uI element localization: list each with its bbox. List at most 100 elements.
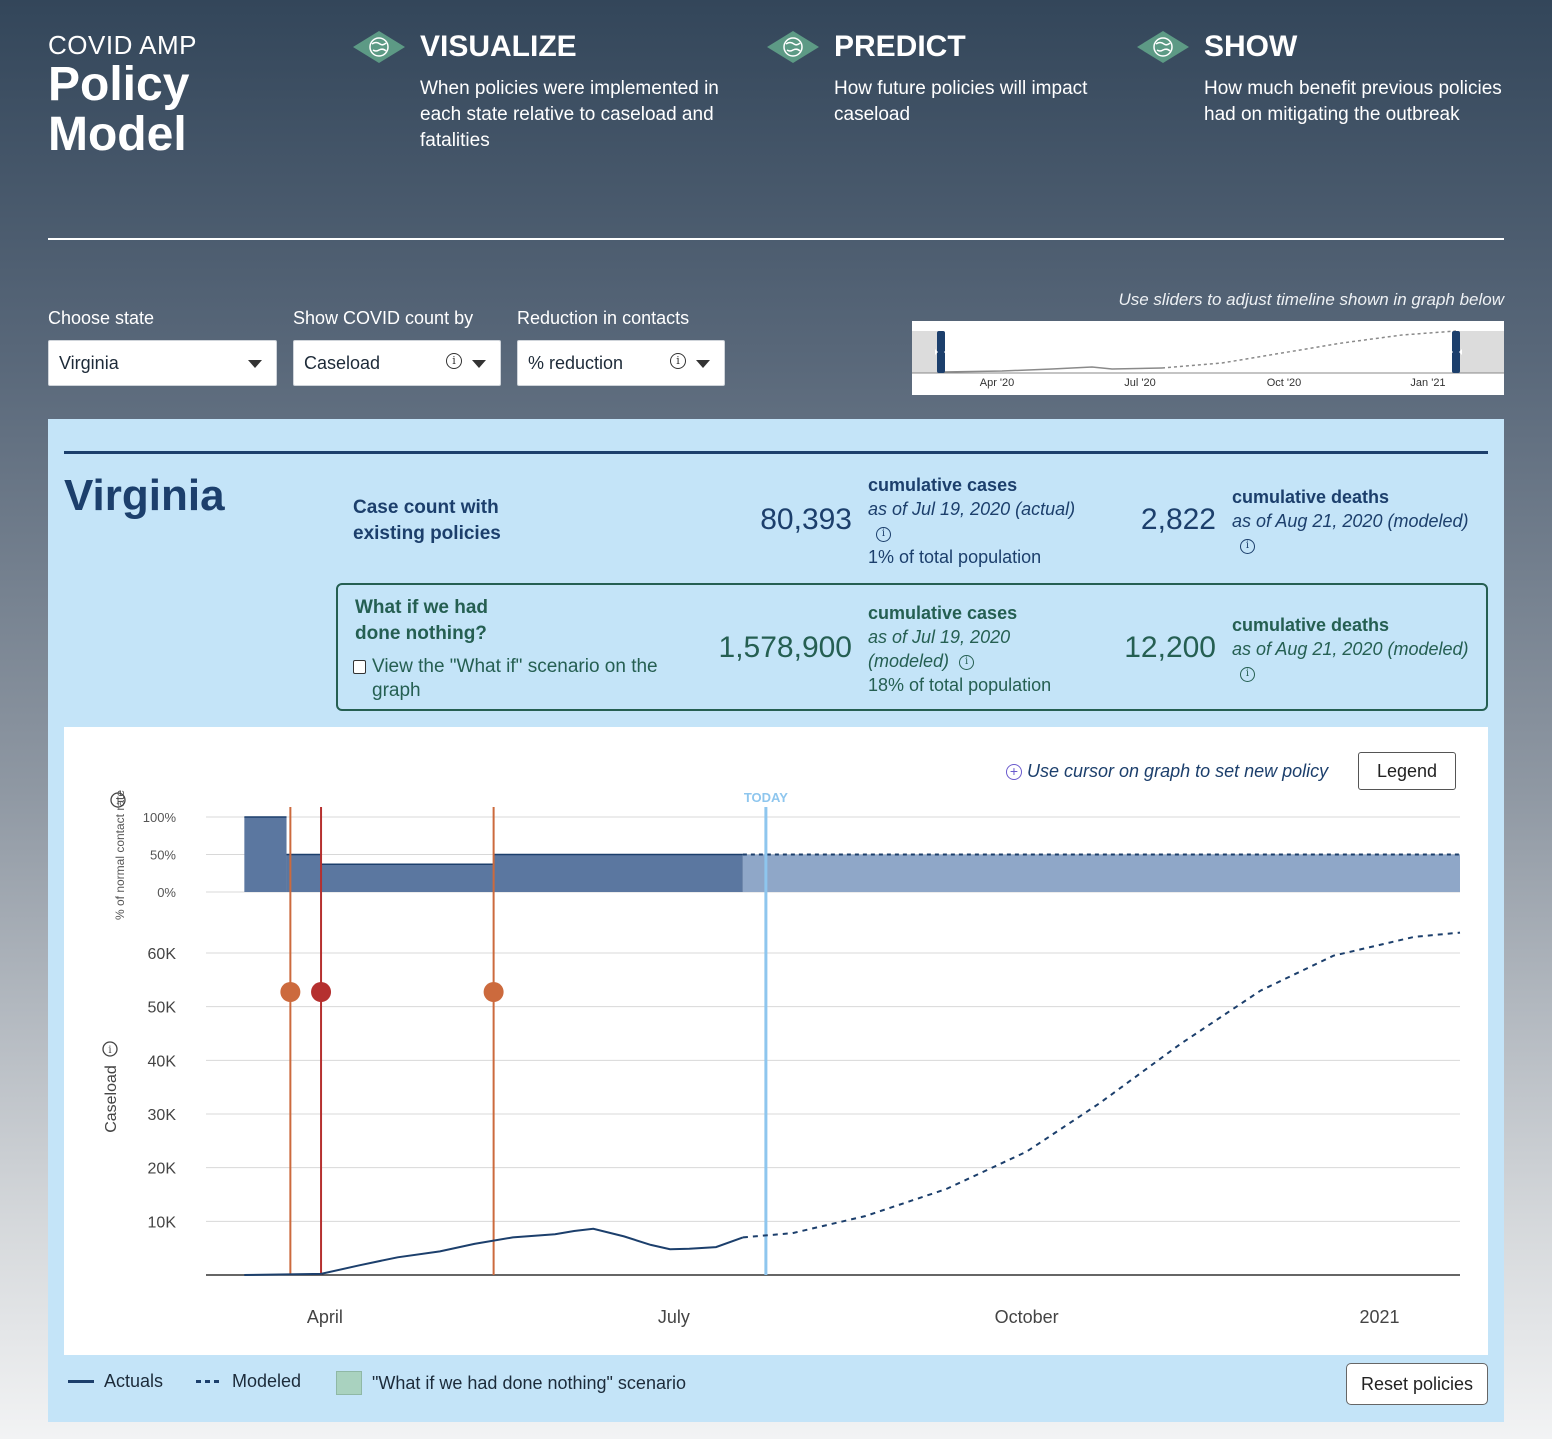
count-by-label: Show COVID count by: [293, 308, 474, 328]
reduction-select[interactable]: % reduction i: [517, 340, 725, 386]
timeline-hint: Use sliders to adjust timeline shown in …: [1118, 290, 1504, 309]
globe-icon: [767, 31, 819, 63]
mini-tick: Apr '20: [980, 377, 1015, 389]
info-icon[interactable]: i: [959, 654, 975, 670]
cases-asof-modeled: (modeled): [868, 651, 950, 671]
dashed-line-icon: [196, 1380, 222, 1383]
brand: COVID AMP Policy Model: [48, 30, 197, 160]
policy-marker: [483, 982, 504, 1002]
whatif-cases-value: 1,578,900: [718, 631, 852, 664]
x-tick-label: April: [307, 1307, 343, 1327]
caseload-tick-label: 60K: [148, 946, 177, 963]
cases-pct: 18% of total population: [868, 675, 1052, 695]
feature-title: PREDICT: [834, 30, 966, 63]
feature-title: SHOW: [1204, 30, 1298, 63]
reset-policies-button[interactable]: Reset policies: [1346, 1363, 1488, 1405]
feature-show: SHOW How much benefit previous policies …: [1136, 30, 1524, 128]
info-icon-glyph: i: [108, 1045, 111, 1056]
solid-line-icon: [68, 1380, 94, 1383]
whatif-deaths-meta: cumulative deaths as of Aug 21, 2020 (mo…: [1232, 613, 1492, 685]
panel-rule: [64, 451, 1488, 454]
policy-marker: [311, 982, 332, 1002]
whatif-box: [336, 583, 1488, 711]
contact-tick-label: 50%: [150, 848, 176, 863]
brand-line1: COVID AMP: [48, 30, 197, 60]
contact-bar-modeled: [742, 854, 1460, 892]
info-icon[interactable]: i: [446, 353, 462, 369]
existing-cases-value: 80,393: [760, 503, 852, 536]
cursor-hint: + Use cursor on graph to set new policy: [1006, 761, 1328, 782]
contact-bar: [493, 854, 743, 892]
state-title: Virginia: [64, 471, 225, 520]
info-icon[interactable]: i: [670, 353, 686, 369]
feature-predict: PREDICT How future policies will impact …: [766, 30, 1154, 128]
hero-divider: [48, 238, 1504, 240]
existing-deaths-meta: cumulative deaths as of Aug 21, 2020 (mo…: [1232, 485, 1492, 557]
brand-line3: Model: [48, 108, 187, 161]
existing-label: Case count with existing policies: [353, 497, 501, 544]
state-select[interactable]: Virginia: [48, 340, 277, 386]
scenario-swatch: [336, 1371, 362, 1395]
cases-asof: as of Jul 19, 2020 (actual): [868, 499, 1076, 519]
feature-desc: How future policies will impact caseload: [834, 78, 1088, 125]
info-icon[interactable]: i: [1240, 538, 1255, 554]
globe-icon: [1137, 31, 1189, 63]
info-icon[interactable]: i: [1240, 666, 1255, 682]
feature-visualize: VISUALIZE When policies were implemented…: [352, 30, 740, 154]
chevron-down-icon: [248, 360, 262, 368]
state-panel: Virginia Case count with existing polici…: [48, 419, 1504, 1422]
count-by-select-value: Caseload: [304, 352, 381, 373]
whatif-checkbox[interactable]: [353, 660, 366, 674]
caseload-tick-label: 50K: [148, 1000, 177, 1017]
deaths-asof: as of Aug 21, 2020 (modeled): [1232, 639, 1469, 659]
info-icon: [110, 792, 126, 808]
legend-modeled: Modeled: [196, 1371, 301, 1392]
info-icon[interactable]: i: [876, 526, 891, 542]
x-tick-label: July: [658, 1307, 690, 1327]
reduction-select-value: % reduction: [528, 352, 624, 373]
feature-title: VISUALIZE: [420, 30, 577, 63]
x-tick-label: October: [995, 1307, 1059, 1327]
existing-deaths-value: 2,822: [1140, 503, 1216, 536]
policy-marker: [280, 982, 301, 1002]
timeline-slider[interactable]: Apr '20 Jul '20 Oct '20 Jan '21: [912, 321, 1504, 395]
cursor-hint-text: Use cursor on graph to set new policy: [1027, 761, 1329, 781]
chevron-down-icon: [696, 360, 710, 368]
caseload-tick-label: 10K: [148, 1214, 177, 1231]
mini-tick: Jan '21: [1410, 377, 1445, 389]
legend-scenario: "What if we had done nothing" scenario: [336, 1371, 686, 1395]
deaths-label: cumulative deaths: [1232, 615, 1390, 635]
feature-desc: How much benefit previous policies had o…: [1204, 78, 1502, 125]
whatif-cases-meta: cumulative cases as of Jul 19, 2020 (mod…: [868, 601, 1128, 697]
cases-label: cumulative cases: [868, 475, 1018, 495]
whatif-label: What if we had done nothing?: [355, 597, 488, 644]
whatif-toggle[interactable]: View the "What if" scenario on the graph: [353, 655, 683, 703]
feature-desc: When policies were implemented in each s…: [420, 78, 719, 151]
today-label: TODAY: [744, 790, 788, 805]
plus-circle-icon: +: [1006, 764, 1022, 781]
legend-scenario-label: "What if we had done nothing" scenario: [372, 1372, 686, 1393]
contact-bar: [244, 817, 287, 892]
cases-pct: 1% of total population: [868, 547, 1042, 567]
deaths-asof: as of Aug 21, 2020 (modeled): [1232, 511, 1469, 531]
info-icon: [102, 1041, 118, 1057]
existing-cases-meta: cumulative cases as of Jul 19, 2020 (act…: [868, 473, 1128, 569]
x-tick-label: 2021: [1359, 1307, 1399, 1327]
hero: COVID AMP Policy Model VISUALIZE When po…: [48, 30, 1504, 240]
info-icon-glyph: i: [116, 796, 119, 807]
slider-handle-left[interactable]: [935, 331, 947, 373]
slider-handle-right[interactable]: [1450, 331, 1462, 373]
mini-tick: Jul '20: [1124, 377, 1155, 389]
caseload-tick-label: 20K: [148, 1161, 177, 1178]
caseload-tick-label: 40K: [148, 1053, 177, 1070]
count-by-select[interactable]: Caseload i: [293, 340, 501, 386]
caseload-chart[interactable]: 100%50%0%% of normal contact ratei60K50K…: [64, 727, 1488, 1355]
contact-axis-label: % of normal contact rate: [113, 790, 127, 920]
legend-button[interactable]: Legend: [1358, 752, 1456, 790]
contact-tick-label: 100%: [143, 810, 177, 825]
contact-tick-label: 0%: [157, 885, 176, 900]
modeled-line: [742, 931, 1461, 1239]
whatif-checkbox-label: View the "What if" scenario on the graph: [372, 656, 658, 701]
mini-tick: Oct '20: [1267, 377, 1302, 389]
contact-bar: [286, 854, 322, 892]
